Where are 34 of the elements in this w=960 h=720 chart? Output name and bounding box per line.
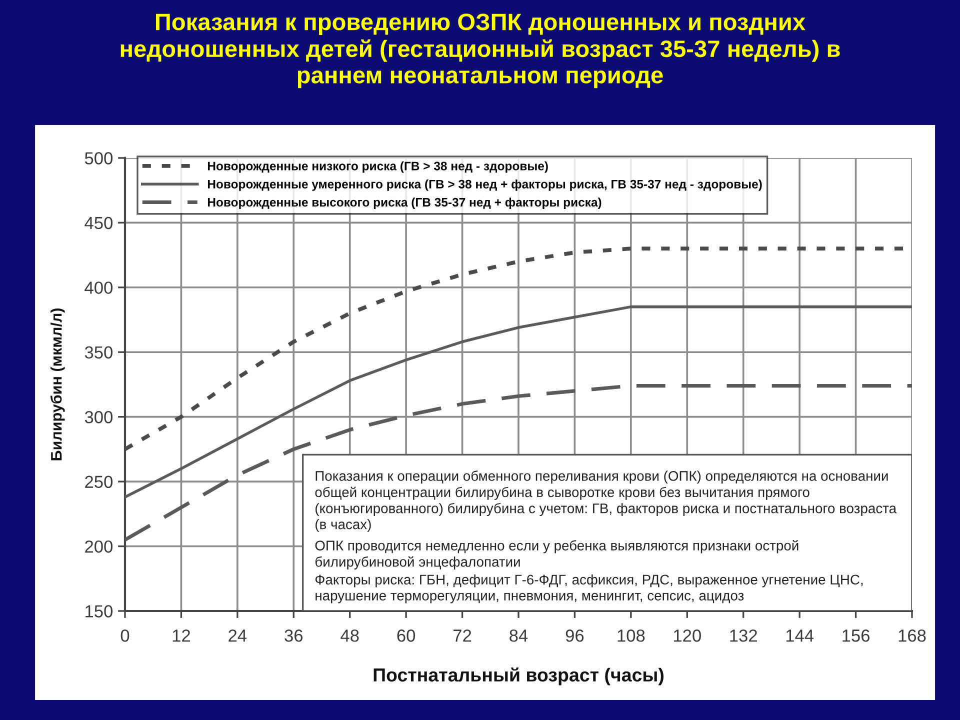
annotation: Факторы риска: ГБН, дефицит Г-6-ФДГ, асфиксия, РДС, выраженное угнетение ЦНС, нарушение терморегуляции, пневмония, менингит, сепсис, ацидоз (315, 574, 863, 604)
line-series (124, 305, 912, 498)
x-tick-label: 108 (618, 630, 645, 642)
annotation: ОПК проводится немедленно если у ребенка выявляются признаки острой билирубиновой энцефалопатии (315, 540, 798, 570)
x-tick-label: 48 (340, 630, 359, 642)
legend-label: Новорожденные высокого риска (ГВ 35-37 нед + факторы риска) (208, 198, 602, 210)
y-axis-title: Билирубин (мкмл/л) (50, 308, 65, 460)
y-tick-label: 400 (84, 282, 113, 294)
x-tick-label: 84 (510, 630, 528, 642)
x-tick-label: 96 (566, 630, 584, 642)
y-tick-label: 250 (85, 476, 113, 488)
y-tick-label: 300 (84, 411, 113, 424)
x-tick-label: 156 (842, 630, 870, 642)
y-tick-label: 450 (84, 216, 113, 230)
line-series (124, 384, 912, 542)
x-tick-label: 120 (674, 630, 701, 642)
y-tick-label: 500 (84, 152, 113, 164)
x-axis-title: Постнатальный возраст (часы) (374, 667, 664, 686)
x-tick-label: 24 (228, 630, 247, 642)
x-tick-label: 0 (120, 630, 130, 642)
y-tick-label: 350 (84, 346, 113, 359)
chart-title: Показания к проведению ОЗПК доношенных и поздних недоношенных детей (гестационный возраст 35-37 недель) в раннем неонатальном периоде (120, 14, 840, 88)
x-tick-label: 132 (730, 630, 757, 642)
x-tick-label: 168 (898, 630, 926, 642)
legend-label: Новорожденные умеренного риска (ГВ > 38 нед + факторы риска, ГВ 35-37 нед - здоровые) (208, 180, 762, 191)
x-tick-label: 60 (397, 630, 416, 642)
x-tick-label: 72 (454, 630, 472, 642)
x-tick-label: 144 (786, 630, 814, 642)
x-tick-label: 36 (284, 630, 303, 642)
y-tick-label: 150 (86, 605, 113, 618)
annotation: Показания к операции обменного переливания крови (ОПК) определяются на основании общей концентрации билирубина в сыворотке крови без вычитания прямого (конъюгированного) билирубина с учетом: ГВ, факторов риска и постнатального возраста (в часах) (315, 470, 897, 532)
x-tick-label: 12 (172, 630, 190, 642)
y-tick-label: 200 (85, 540, 113, 553)
legend-label: Новорожденные низкого риска (ГВ > 38 нед - здоровые) (208, 161, 548, 173)
